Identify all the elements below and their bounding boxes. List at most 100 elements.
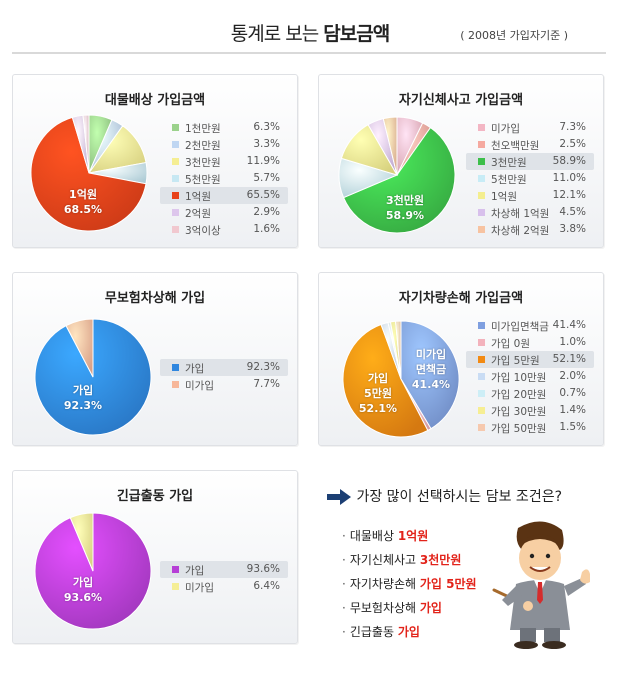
answer-list: · 대물배상 1억원 · 자기신체사고 3천만원 · 자기차량손해 가입 5만원 · 무…	[342, 527, 477, 647]
answer-item: · 자기신체사고 3천만원	[342, 551, 477, 575]
bullet: ·	[342, 601, 346, 615]
legend-item: 가입 20만원 0.7%	[466, 385, 594, 402]
answer-item: · 자기차량손해 가입 5만원	[342, 575, 477, 599]
legend-label: 5천만원	[491, 174, 527, 186]
legend-label: 1억원	[491, 191, 518, 203]
answer-item: · 무보험차상해 가입	[342, 599, 477, 623]
second-label-value: 41.4%	[411, 378, 451, 391]
pie-slice-5	[30, 116, 147, 232]
legend-swatch	[172, 566, 179, 573]
legend-swatch	[478, 424, 485, 431]
legend-item: 3천만원 11.9%	[160, 153, 288, 170]
answer-label: 대물배상	[349, 529, 398, 543]
legend-item: 2천만원 3.3%	[160, 136, 288, 153]
center-label-value: 68.5%	[63, 203, 103, 216]
pie-slice-7	[395, 320, 402, 380]
answer-value: 1억원	[397, 529, 429, 543]
center-label: 1억원 68.5%	[53, 187, 113, 217]
legend-label: 가입 20만원	[491, 389, 547, 401]
legend-swatch	[478, 209, 485, 216]
bullet: ·	[342, 553, 346, 567]
legend-value: 4.5%	[559, 206, 586, 218]
center-label-value: 52.1%	[358, 402, 398, 415]
chart-title: 자기신체사고 가입금액	[398, 93, 524, 108]
legend-item: 미가입 7.7%	[160, 376, 288, 393]
legend-value: 41.4%	[552, 319, 586, 331]
legend-swatch	[172, 141, 179, 148]
legend-item: 미가입면책금 41.4%	[466, 317, 594, 334]
legend-value: 2.9%	[253, 206, 280, 218]
legend-value: 3.3%	[253, 138, 280, 150]
legend-swatch	[172, 226, 179, 233]
legend-value: 1.4%	[559, 404, 586, 416]
pie-slice-2	[65, 318, 94, 378]
legend-item: 가입 5만원 52.1%	[466, 351, 594, 368]
legend-label: 1천만원	[185, 123, 221, 135]
page-title: 통계로 보는 담보금액	[0, 19, 620, 46]
center-label-value: 92.3%	[63, 399, 103, 412]
pie-slice-3	[342, 126, 456, 234]
second-label: 미가입 면책금 41.4%	[401, 347, 461, 392]
legend-label: 3천만원	[491, 157, 527, 169]
center-label: 가입 92.3%	[53, 383, 113, 413]
legend-value: 7.7%	[253, 378, 280, 390]
answer-item: · 대물배상 1억원	[342, 527, 477, 551]
legend-item: 5천만원 5.7%	[160, 170, 288, 187]
answer-value: 가입 5만원	[419, 577, 477, 591]
legend-swatch	[478, 192, 485, 199]
center-label: 가입 93.6%	[53, 575, 113, 605]
panel-own-vehicle-damage: 자기차량손해 가입금액 가입 5만원 52.1% 미가입 면책금 41.4% 미가입…	[318, 272, 604, 446]
legend-item: 가입 93.6%	[160, 561, 288, 578]
legend: 가입 92.3% 미가입 7.7%	[160, 359, 288, 393]
pie-chart-property-damage	[30, 114, 148, 232]
legend-item: 가입 0원 1.0%	[466, 334, 594, 351]
legend-label: 2천만원	[185, 140, 221, 152]
question: 가장 많이 선택하시는 담보 조건은?	[326, 486, 562, 506]
legend-swatch	[478, 356, 485, 363]
answer-label: 긴급출동	[349, 625, 398, 639]
legend-item: 5천만원 11.0%	[466, 170, 594, 187]
answer-label: 자기차량손해	[349, 577, 420, 591]
question-text: 가장 많이 선택하시는 담보 조건은?	[356, 489, 563, 505]
legend-value: 1.5%	[559, 421, 586, 433]
center-label: 가입 5만원 52.1%	[353, 371, 403, 416]
pie-slice-2	[69, 512, 94, 572]
legend-item: 가입 50만원 1.5%	[466, 419, 594, 436]
legend-value: 1.0%	[559, 336, 586, 348]
pie-slice-7	[382, 116, 398, 176]
legend-label: 가입 0원	[491, 338, 530, 350]
pie-chart-uninsured-motorist	[34, 318, 152, 436]
legend-item: 2억원 2.9%	[160, 204, 288, 221]
legend-label: 미가입	[185, 380, 214, 392]
legend-swatch	[478, 175, 485, 182]
answer-label: 무보험차상해	[349, 601, 420, 615]
bullet: ·	[342, 625, 346, 639]
pie-chart-emergency-service	[34, 512, 152, 630]
bullet: ·	[342, 577, 346, 591]
legend-label: 가입	[185, 363, 205, 375]
legend-value: 3.8%	[559, 223, 586, 235]
answer-value: 가입	[419, 601, 442, 615]
legend-value: 7.3%	[559, 121, 586, 133]
pie-slice-3	[342, 323, 429, 438]
second-label-name: 미가입 면책금	[415, 348, 447, 376]
legend-value: 1.6%	[253, 223, 280, 235]
legend-value: 6.4%	[253, 580, 280, 592]
legend-swatch	[478, 226, 485, 233]
legend-item: 천오백만원 2.5%	[466, 136, 594, 153]
pie-slice-7	[82, 114, 90, 174]
legend-label: 가입 5만원	[491, 355, 540, 367]
center-label-name: 가입 5만원	[364, 372, 392, 400]
legend-label: 가입 50만원	[491, 423, 547, 435]
legend-label: 가입	[185, 565, 205, 577]
legend-label: 차상해 1억원	[491, 208, 550, 220]
legend-swatch	[478, 322, 485, 329]
legend-swatch	[478, 141, 485, 148]
pie-chart-own-vehicle-damage	[342, 320, 460, 438]
panel-property-damage: 대물배상 가입금액 1억원 68.5% 1천만원 6.3% 2천만원 3.3% 3천만원 1…	[12, 74, 298, 248]
legend-swatch	[172, 175, 179, 182]
legend-label: 차상해 2억원	[491, 225, 550, 237]
center-label-name: 3천만원	[385, 194, 424, 207]
page-header: 통계로 보는 담보금액 ( 2008년 가입자기준 )	[0, 0, 620, 56]
legend-swatch	[172, 124, 179, 131]
